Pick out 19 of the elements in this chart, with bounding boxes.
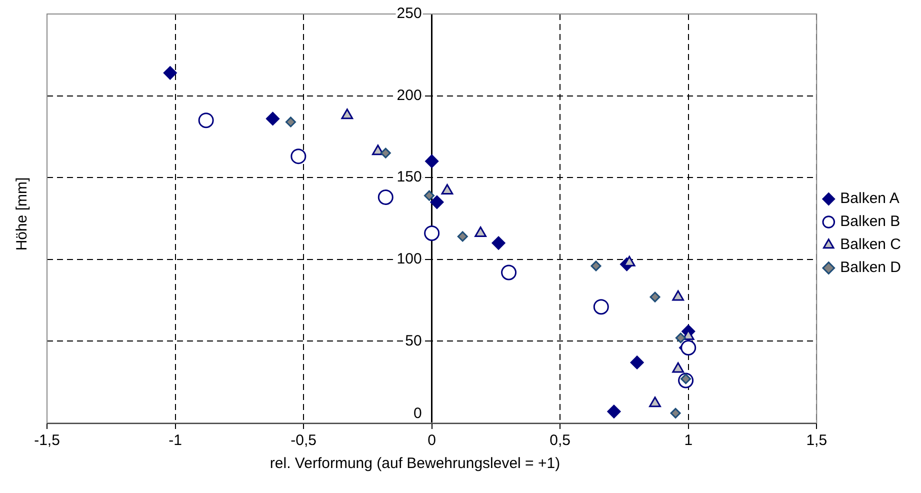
y-axis-title: Höhe [mm] <box>14 177 30 251</box>
x-axis-title: rel. Verformung (auf Bewehrungslevel = +1) <box>268 455 562 472</box>
legend-label: Balken D <box>840 259 902 276</box>
y-tick-label: 100 <box>396 250 422 268</box>
x-tick-label: -0,5 <box>290 432 316 450</box>
x-tick-label: 1 <box>684 432 693 450</box>
y-tick-label: 150 <box>396 168 422 186</box>
y-tick-label: 200 <box>396 86 422 104</box>
y-tick-label: 250 <box>396 5 422 22</box>
x-tick-label: 0,5 <box>550 432 571 450</box>
x-tick-label: -1,5 <box>34 432 60 450</box>
legend-label: Balken A <box>840 190 900 208</box>
x-tick-label: 0 <box>428 432 436 450</box>
legend-label: Balken B <box>840 213 900 230</box>
legend-label: Balken C <box>840 236 902 254</box>
x-tick-label: 1,5 <box>806 432 828 450</box>
x-tick-label: -1 <box>168 432 182 450</box>
y-tick-label: 50 <box>405 332 422 350</box>
y-tick-label: 0 <box>413 405 422 422</box>
